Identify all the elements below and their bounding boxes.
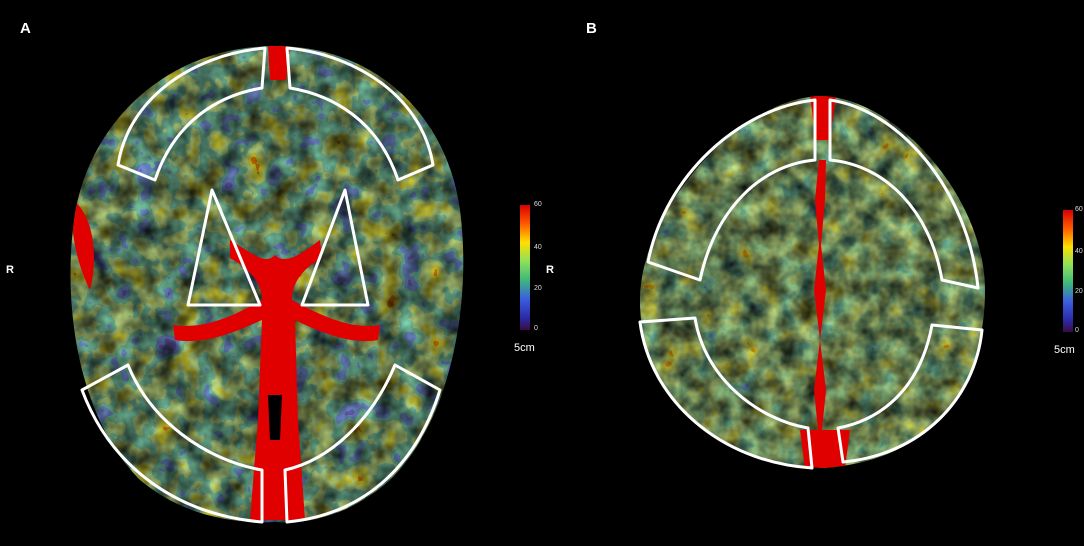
panel-label-b: B xyxy=(586,20,597,37)
roi-outlines-b xyxy=(638,98,984,470)
colorbar-b-tick-40: 40 xyxy=(1075,248,1083,255)
brain-map-b xyxy=(638,96,985,470)
colorbar-a-tick-max: 60 xyxy=(534,201,542,208)
colorbar-a-tick-40: 40 xyxy=(534,244,542,251)
orientation-label-b: R xyxy=(546,264,554,276)
scale-label-b: 5cm xyxy=(1054,344,1075,356)
colorbar-a xyxy=(520,205,530,330)
colorbar-b-tick-20: 20 xyxy=(1075,288,1083,295)
brain-map-a xyxy=(70,46,464,524)
colorbar-b-tick-max: 60 xyxy=(1075,206,1083,213)
scale-label-a: 5cm xyxy=(514,342,535,354)
roi-outlines-a xyxy=(80,46,442,524)
colorbar-b-tick-0: 0 xyxy=(1075,327,1079,334)
colorbar-a-tick-20: 20 xyxy=(534,285,542,292)
orientation-label-a: R xyxy=(6,264,14,276)
colorbar-b xyxy=(1063,210,1073,332)
colorbar-a-tick-0: 0 xyxy=(534,325,538,332)
panel-label-a: A xyxy=(20,20,31,37)
